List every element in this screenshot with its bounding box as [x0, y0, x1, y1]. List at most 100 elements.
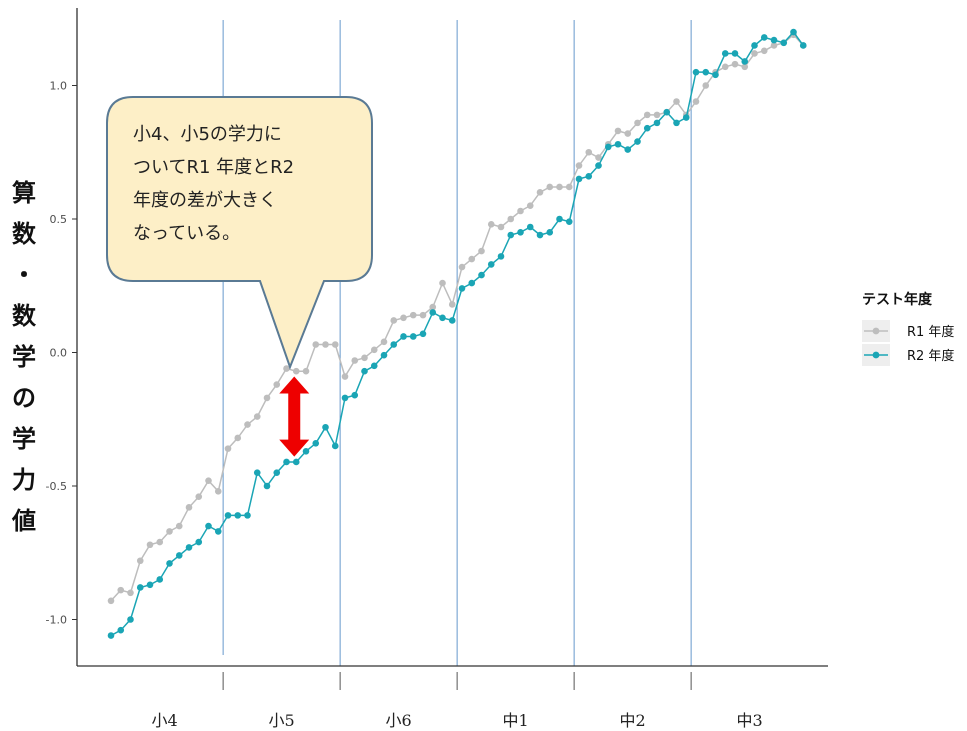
- series-point: [263, 482, 271, 490]
- series-point: [419, 330, 427, 338]
- series-point: [770, 36, 778, 44]
- series-point: [370, 362, 378, 370]
- series-point: [478, 247, 485, 255]
- series-point: [361, 354, 368, 362]
- series-point: [643, 111, 651, 119]
- series-point: [136, 584, 144, 591]
- series-point: [351, 357, 359, 364]
- series-point: [214, 528, 222, 535]
- y-axis-label-char: 数: [12, 220, 37, 248]
- double-arrow-shape: [279, 376, 310, 457]
- series-point: [214, 488, 222, 495]
- y-tick-label: -1.0: [46, 614, 67, 627]
- legend-entry-r2: R2 年度: [907, 348, 954, 364]
- y-axis-label-char: 力: [12, 466, 36, 494]
- series-layer: [107, 28, 807, 639]
- series-point: [468, 279, 476, 287]
- series-point: [175, 552, 183, 559]
- series-point: [400, 314, 407, 322]
- series-point: [156, 538, 164, 546]
- series-point: [175, 522, 183, 530]
- x-category-labels: 小4 小5 小6 中1 中2 中3: [152, 672, 763, 730]
- series-point: [234, 512, 242, 519]
- series-point: [224, 512, 232, 519]
- series-point: [185, 544, 193, 551]
- series-point: [253, 469, 261, 476]
- series-point: [556, 183, 563, 191]
- y-ticks: -1.0 -0.5 0.0 0.5 1.0: [46, 80, 77, 627]
- callout-line-3: 年度の差が大きく: [133, 190, 277, 211]
- series-point: [409, 333, 417, 340]
- series-point: [302, 367, 310, 375]
- series-point: [799, 42, 807, 49]
- series-point: [507, 231, 515, 239]
- series-point: [487, 221, 495, 228]
- x-category-label: 小6: [386, 711, 412, 730]
- series-point: [351, 391, 359, 399]
- series-point: [741, 58, 749, 65]
- series-point: [712, 71, 719, 79]
- series-point: [517, 207, 524, 215]
- series-point: [556, 215, 563, 223]
- series-point: [526, 223, 534, 231]
- series-point: [702, 82, 710, 89]
- callout: 小4、小5の学力に ついてR1 年度とR2 年度の差が大きく なっている。: [106, 96, 373, 370]
- series-point: [673, 98, 680, 105]
- series-point: [146, 541, 154, 549]
- series-point: [614, 140, 622, 148]
- series-point: [507, 215, 515, 223]
- series-point: [546, 229, 554, 236]
- series-point: [292, 458, 300, 466]
- series-point: [526, 202, 534, 209]
- series-point: [780, 39, 788, 47]
- series-point: [458, 263, 466, 271]
- series-point: [390, 317, 398, 324]
- y-tick-label: -0.5: [46, 480, 67, 493]
- series-point: [624, 130, 632, 137]
- series-point: [380, 338, 388, 346]
- callout-bubble: [106, 96, 373, 370]
- series-point: [146, 581, 154, 589]
- series-point: [127, 616, 134, 623]
- series-point: [760, 34, 768, 41]
- legend-entry-r1: R1 年度: [907, 324, 954, 340]
- series-point: [673, 119, 680, 127]
- series-point: [497, 253, 505, 260]
- series-point: [751, 50, 758, 57]
- x-category-label: 中2: [620, 711, 646, 730]
- series-point: [370, 346, 378, 354]
- series-point: [634, 119, 641, 127]
- series-point: [565, 218, 573, 225]
- series-point: [283, 365, 290, 372]
- y-tick-label: 0.0: [50, 347, 68, 360]
- series-point: [380, 351, 388, 359]
- series-point: [117, 586, 125, 594]
- series-point: [546, 183, 554, 191]
- series-point: [604, 143, 612, 151]
- series-point: [478, 271, 485, 279]
- series-point: [166, 528, 173, 535]
- y-axis-label-char: 値: [11, 507, 36, 535]
- legend: テスト年度 R1 年度 R2 年度: [862, 291, 954, 366]
- callout-line-4: なっている。: [133, 223, 240, 244]
- series-point: [760, 47, 768, 55]
- series-point: [409, 311, 417, 319]
- series-point: [663, 108, 671, 116]
- series-point: [107, 597, 115, 605]
- series-point: [692, 98, 700, 105]
- series-point: [751, 42, 758, 49]
- x-category-label: 小5: [269, 711, 295, 730]
- series-point: [497, 223, 505, 231]
- series-point: [322, 423, 329, 431]
- axes: [76, 8, 828, 667]
- series-point: [322, 341, 329, 348]
- series-point: [614, 127, 622, 135]
- series-point: [448, 301, 456, 308]
- series-point: [273, 469, 281, 476]
- callout-line-2: ついてR1 年度とR2: [133, 157, 294, 178]
- series-point: [575, 175, 583, 183]
- series-point: [702, 68, 710, 76]
- series-point: [595, 154, 602, 161]
- series-point: [429, 303, 437, 311]
- series-point: [390, 341, 398, 348]
